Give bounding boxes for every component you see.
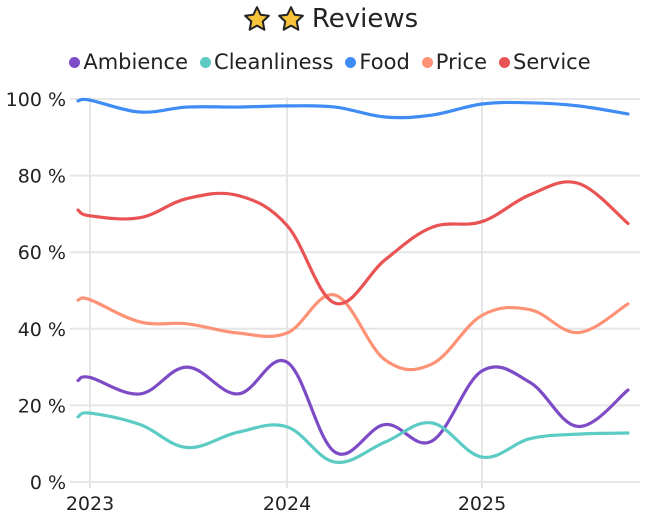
x-tick-label: 2023	[66, 493, 114, 515]
grid	[70, 97, 640, 488]
legend-dot-icon	[200, 56, 212, 68]
legend-label: Cleanliness	[214, 50, 334, 74]
y-tick-label: 80 %	[18, 166, 66, 188]
series-line-ambience[interactable]	[76, 358, 630, 456]
legend-item-ambience[interactable]: Ambience	[69, 50, 188, 74]
x-tick-label: 2025	[458, 493, 506, 515]
star-icon	[243, 6, 270, 31]
series-line-cleanliness[interactable]	[76, 411, 630, 464]
series-line-service[interactable]	[76, 180, 630, 306]
y-tick-label: 0 %	[30, 472, 66, 494]
legend-label: Price	[435, 50, 488, 74]
star-icon	[277, 6, 304, 31]
y-axis: 0 % 20 % 40 % 60 % 80 % 100 %	[6, 89, 66, 494]
series-lines	[76, 97, 630, 464]
legend-item-price[interactable]: Price	[421, 50, 488, 74]
legend-item-food[interactable]: Food	[345, 50, 410, 74]
chart-title: Reviews	[0, 4, 660, 34]
y-tick-label: 60 %	[18, 242, 66, 264]
y-tick-label: 100 %	[6, 89, 66, 111]
series-line-price[interactable]	[76, 293, 630, 372]
legend-dot-icon	[421, 56, 433, 68]
x-axis: 2023 2024 2025	[66, 493, 506, 515]
legend-label: Food	[359, 50, 410, 74]
legend-label: Service	[513, 50, 591, 74]
legend-dot-icon	[499, 56, 511, 68]
legend-dot-icon	[345, 56, 357, 68]
legend: Ambience Cleanliness Food Price Service	[0, 50, 660, 74]
series-line-food[interactable]	[76, 97, 630, 120]
legend-item-service[interactable]: Service	[499, 50, 591, 74]
title-stars	[242, 4, 306, 34]
legend-label: Ambience	[83, 50, 189, 74]
chart-title-text: Reviews	[311, 4, 419, 34]
y-tick-label: 40 %	[18, 319, 66, 341]
x-tick-label: 2024	[263, 493, 311, 515]
legend-item-cleanliness[interactable]: Cleanliness	[200, 50, 333, 74]
legend-dot-icon	[69, 56, 81, 68]
y-tick-label: 20 %	[18, 395, 66, 417]
